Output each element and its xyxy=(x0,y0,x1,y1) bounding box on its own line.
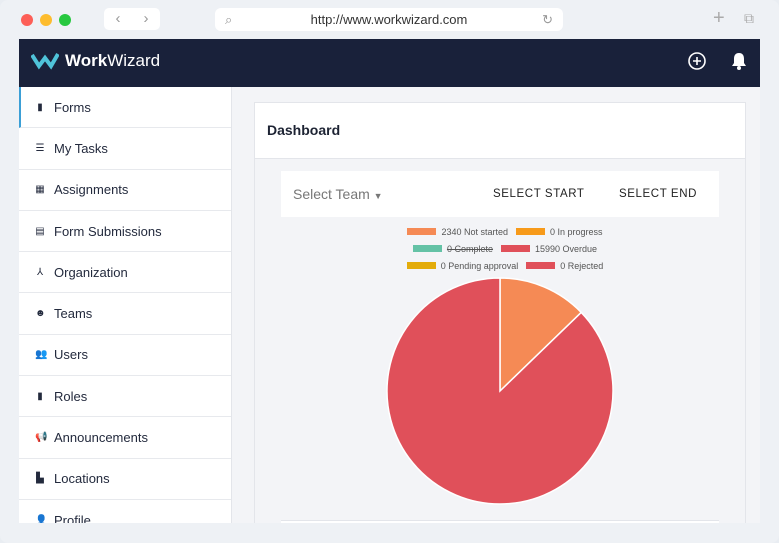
logo-icon xyxy=(31,52,59,70)
forward-button[interactable]: › xyxy=(143,10,149,27)
legend-label: 15990 Overdue xyxy=(534,243,598,254)
building-icon: ▙ xyxy=(36,473,44,485)
legend-item-complete[interactable]: 0 Complete xyxy=(412,243,493,254)
brand-name-bold: Work xyxy=(65,51,108,70)
roles-icon: ▮ xyxy=(37,390,43,402)
legend-item-not-started[interactable]: 2340 Not started xyxy=(407,227,508,237)
sidebar-item-teams[interactable]: ☻ Teams xyxy=(19,293,231,335)
close-window-button[interactable] xyxy=(21,14,33,26)
url-text: http://www.workwizard.com xyxy=(310,12,468,27)
pie-chart xyxy=(386,277,614,505)
address-bar[interactable]: ⌕ http://www.workwizard.com ↻ xyxy=(215,8,563,31)
sidebar-item-assignments[interactable]: ▦ Assignments xyxy=(19,170,231,211)
sidebar-item-profile[interactable]: 👤 Profile xyxy=(19,500,231,523)
add-icon[interactable] xyxy=(687,51,707,77)
dashboard-card: Dashboard Select Team ▼ SELECT START SEL… xyxy=(254,102,746,523)
legend-label: 0 Pending approval xyxy=(440,260,519,271)
new-tab-icon[interactable]: + xyxy=(713,7,725,29)
tabs-icon[interactable]: ⧉ xyxy=(744,10,754,26)
history-nav: ‹ › xyxy=(104,8,160,30)
legend-label: 2340 Not started xyxy=(441,226,508,237)
legend-swatch xyxy=(412,245,442,252)
page-title: Dashboard xyxy=(255,103,745,159)
app: WorkWizard ▮ Forms ☰ My Tasks ▦ Assignments ▤ F… xyxy=(19,39,760,523)
legend-item-pending-approval[interactable]: 0 Pending approval xyxy=(406,260,519,271)
top-navbar: WorkWizard xyxy=(19,39,760,87)
megaphone-icon: 📢 xyxy=(35,432,48,444)
legend-swatch xyxy=(406,262,436,269)
select-team-label: Select Team xyxy=(293,186,370,202)
select-team-dropdown[interactable]: Select Team ▼ xyxy=(293,186,383,202)
search-icon: ⌕ xyxy=(225,12,233,27)
sidebar-item-label: My Tasks xyxy=(54,140,108,156)
team-icon: ☻ xyxy=(35,308,46,320)
form-icon: ▮ xyxy=(37,101,43,113)
sidebar-item-organization[interactable]: ⅄ Organization xyxy=(19,252,231,294)
reload-icon[interactable]: ↻ xyxy=(542,12,553,27)
select-start-button[interactable]: SELECT START xyxy=(493,188,585,200)
sidebar-item-locations[interactable]: ▙ Locations xyxy=(19,459,231,500)
file-icon: ▤ xyxy=(35,225,45,237)
sidebar-item-roles[interactable]: ▮ Roles xyxy=(19,376,231,418)
legend-swatch xyxy=(516,228,545,235)
filter-bar: Select Team ▼ SELECT START SELECT END xyxy=(281,171,719,217)
back-button[interactable]: ‹ xyxy=(115,10,121,27)
sidebar: ▮ Forms ☰ My Tasks ▦ Assignments ▤ Form Submiss… xyxy=(19,87,232,523)
sidebar-item-label: Form Submissions xyxy=(54,223,162,239)
chart-legend: 2340 Not started 0 In progress 0 Complete 1… xyxy=(355,223,655,274)
legend-swatch xyxy=(526,262,556,269)
sidebar-item-label: Teams xyxy=(54,306,93,322)
sidebar-item-label: Announcements xyxy=(54,430,148,446)
sidebar-item-label: Profile xyxy=(54,512,91,523)
sidebar-item-forms[interactable]: ▮ Forms xyxy=(19,87,231,129)
caret-down-icon: ▼ xyxy=(373,191,383,201)
next-panel xyxy=(281,520,719,523)
sidebar-item-users[interactable]: 👥 Users xyxy=(19,335,231,377)
legend-label: 0 In progress xyxy=(550,226,603,237)
legend-label: 0 Rejected xyxy=(560,260,604,271)
users-icon: 👥 xyxy=(35,349,48,361)
sidebar-item-label: Organization xyxy=(54,264,128,280)
minimize-window-button[interactable] xyxy=(40,14,52,26)
sidebar-item-label: Forms xyxy=(54,99,91,115)
sidebar-item-label: Roles xyxy=(54,388,88,404)
bell-icon[interactable] xyxy=(730,51,748,77)
task-list-icon: ☰ xyxy=(35,142,45,154)
legend-item-in-progress[interactable]: 0 In progress xyxy=(516,227,603,237)
sidebar-item-label: Assignments xyxy=(54,182,129,198)
pie-slice-not-started[interactable] xyxy=(499,277,583,393)
sidebar-item-label: Locations xyxy=(54,471,110,487)
user-icon: 👤 xyxy=(35,514,48,523)
brand-name-light: Wizard xyxy=(107,51,161,70)
legend-item-overdue[interactable]: 15990 Overdue xyxy=(500,243,598,254)
legend-label: 0 Complete xyxy=(446,243,493,254)
sidebar-item-label: Users xyxy=(54,347,88,363)
pie-slice-overdue[interactable] xyxy=(386,277,614,505)
maximize-window-button[interactable] xyxy=(59,14,71,26)
legend-item-rejected[interactable]: 0 Rejected xyxy=(526,261,603,271)
legend-swatch xyxy=(407,228,437,235)
sidebar-item-announcements[interactable]: 📢 Announcements xyxy=(19,417,231,459)
select-end-button[interactable]: SELECT END xyxy=(619,188,698,200)
sitemap-icon: ⅄ xyxy=(36,266,44,278)
sidebar-item-my-tasks[interactable]: ☰ My Tasks xyxy=(19,128,231,170)
legend-swatch xyxy=(500,245,530,252)
brand-logo[interactable]: WorkWizard xyxy=(31,51,160,71)
calendar-icon: ▦ xyxy=(35,184,45,196)
sidebar-item-form-submissions[interactable]: ▤ Form Submissions xyxy=(19,211,231,253)
